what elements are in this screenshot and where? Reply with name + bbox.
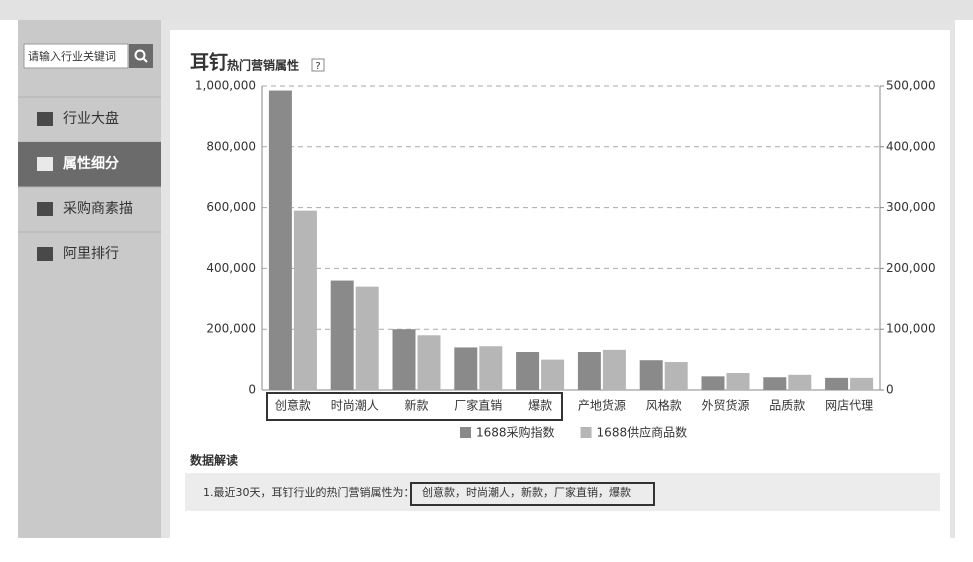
- top-bar: [0, 0, 973, 20]
- menu-icon: [37, 157, 53, 171]
- x-tick-label: 厂家直销: [454, 398, 502, 413]
- y-tick-label: 200,000: [206, 322, 256, 336]
- bar: [417, 335, 441, 390]
- search-placeholder: 请输入行业关键词: [28, 49, 116, 63]
- bar: [577, 352, 601, 390]
- highlight-box: [266, 392, 563, 421]
- menu-icon: [37, 247, 53, 261]
- x-tick-label: 创意款: [275, 398, 311, 413]
- y2-tick-label: 0: [886, 383, 894, 397]
- legend-label: 1688供应商品数: [597, 425, 688, 440]
- x-tick-label: 新款: [404, 398, 428, 413]
- menu-icon: [37, 202, 53, 216]
- help-text: ?: [315, 61, 320, 72]
- menu-label: 属性细分: [63, 155, 119, 172]
- bar: [602, 349, 626, 390]
- bar: [726, 372, 750, 390]
- x-tick-label: 网店代理: [825, 399, 873, 413]
- bar: [293, 210, 317, 390]
- analysis-text: 1.最近30天，耳钉行业的热门营销属性为：: [203, 485, 415, 499]
- menu-label: 行业大盘: [63, 110, 119, 127]
- chart-title: 耳钉: [190, 51, 228, 74]
- bar: [664, 362, 688, 390]
- bar: [516, 352, 540, 390]
- menu-label: 采购商素描: [63, 201, 133, 217]
- bar: [355, 286, 379, 390]
- highlight-box: [410, 482, 655, 506]
- bar: [454, 347, 478, 390]
- y2-tick-label: 300,000: [886, 200, 936, 214]
- bar: [541, 359, 565, 390]
- bar: [788, 374, 812, 390]
- x-tick-label: 爆款: [528, 399, 552, 413]
- legend-label: 1688采购指数: [476, 425, 555, 440]
- y2-tick-label: 500,000: [886, 79, 936, 93]
- bar: [850, 377, 874, 390]
- bar: [763, 377, 787, 390]
- bar: [330, 280, 354, 390]
- bar: [392, 329, 416, 390]
- y2-tick-label: 100,000: [886, 322, 936, 336]
- bar: [701, 376, 725, 390]
- search-icon: [134, 49, 146, 61]
- menu-icon: [37, 112, 53, 126]
- legend-swatch: [460, 427, 471, 438]
- menu-label: 阿里排行: [63, 246, 119, 262]
- search-button[interactable]: [129, 44, 153, 68]
- analysis-heading: 数据解读: [190, 453, 238, 468]
- y-tick-label: 800,000: [206, 139, 256, 153]
- search-input[interactable]: [23, 43, 129, 69]
- x-tick-label: 风格款: [646, 398, 682, 413]
- search-icon: [142, 57, 148, 63]
- bar: [825, 377, 849, 390]
- analysis-highlight: 创意款，时尚潮人，新款，厂家直销，爆款: [422, 485, 631, 499]
- y-tick-label: 0: [248, 383, 256, 397]
- y2-tick-label: 200,000: [886, 261, 936, 275]
- y-tick-label: 400,000: [206, 261, 256, 275]
- x-tick-label: 外贸货源: [701, 398, 749, 413]
- y-tick-label: 600,000: [206, 200, 256, 214]
- y-tick-label: 1,000,000: [195, 79, 256, 93]
- bar: [479, 346, 503, 390]
- x-tick-label: 时尚潮人: [331, 398, 379, 413]
- bar: [268, 90, 292, 390]
- chart-subtitle: 热门营销属性: [227, 58, 299, 73]
- bar: [639, 360, 663, 390]
- help-icon[interactable]: [311, 58, 325, 72]
- x-tick-label: 产地货源: [578, 398, 626, 413]
- legend-swatch: [580, 427, 592, 438]
- x-tick-label: 品质款: [769, 399, 805, 413]
- sidebar: [18, 20, 161, 538]
- y2-tick-label: 400,000: [886, 139, 936, 153]
